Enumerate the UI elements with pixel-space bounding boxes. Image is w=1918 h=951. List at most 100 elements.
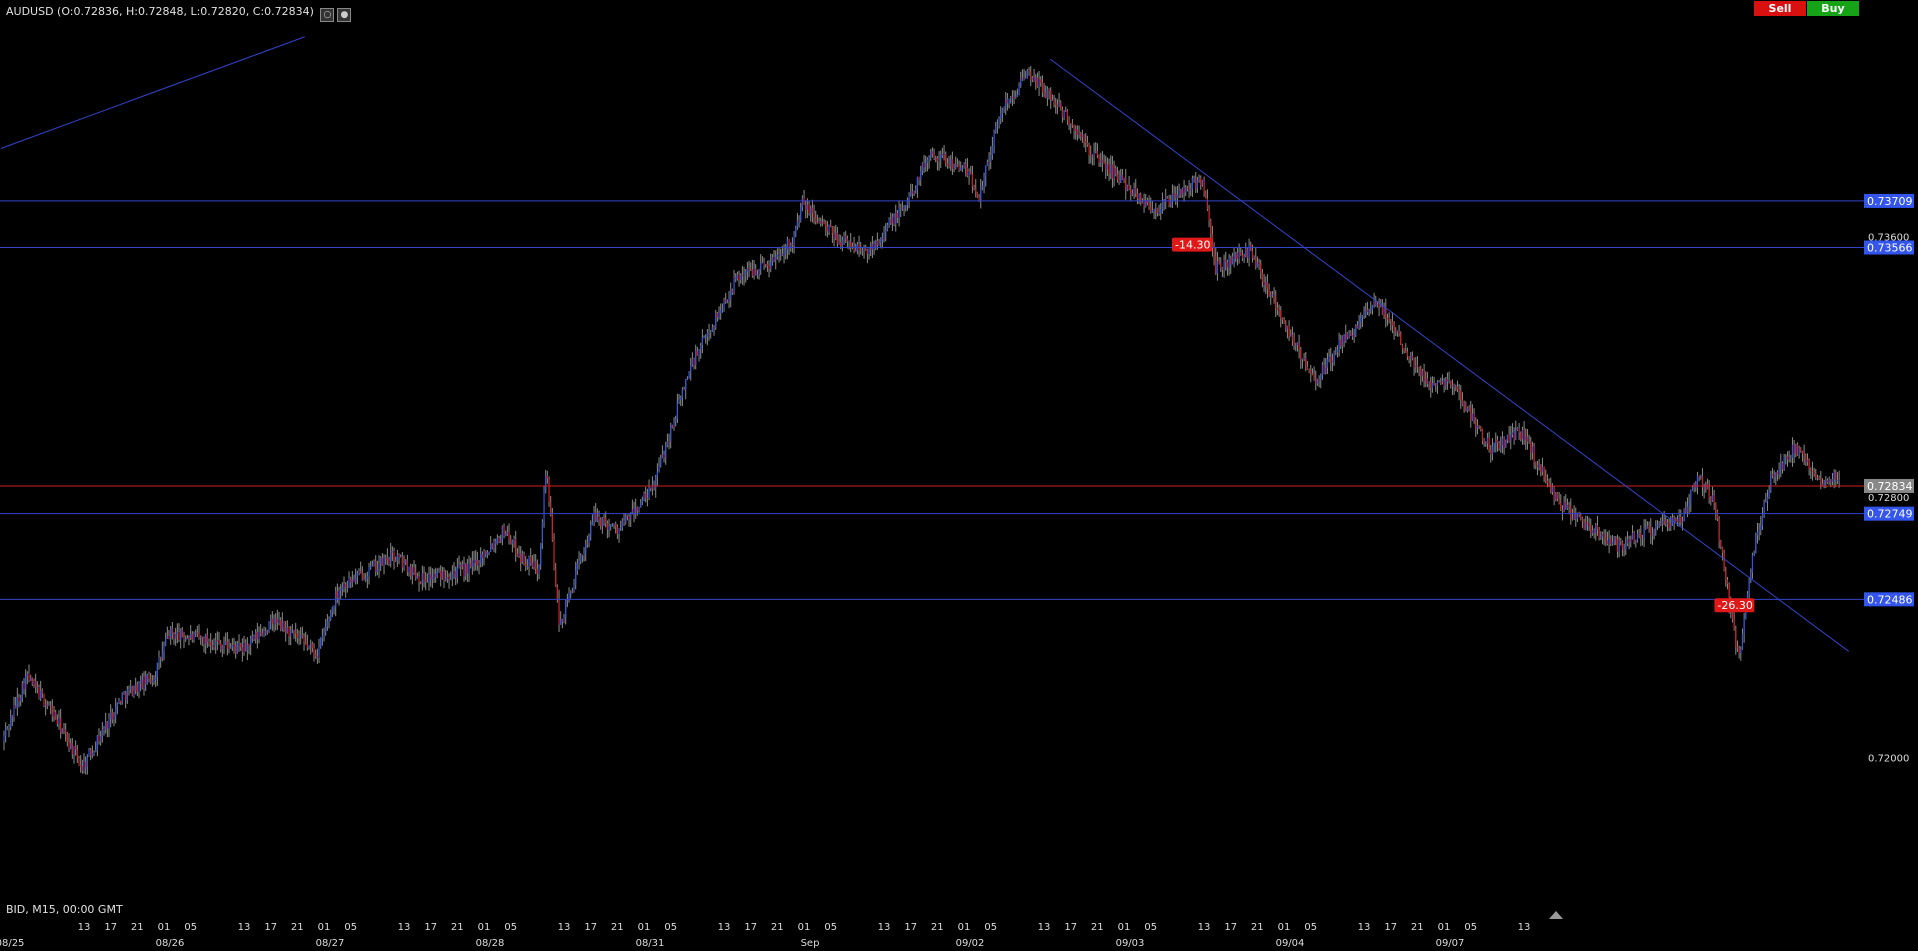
- candle-body: [188, 637, 190, 639]
- candle-body: [435, 574, 437, 577]
- candle-body: [1186, 187, 1189, 189]
- candle-body: [448, 577, 450, 580]
- candle-body: [1210, 220, 1212, 235]
- candle-body: [946, 164, 949, 166]
- candle-body: [713, 327, 715, 329]
- candle-body: [1700, 475, 1702, 478]
- x-hour-label: 13: [1198, 922, 1211, 933]
- candle-body: [1351, 335, 1354, 337]
- candle-body: [395, 560, 397, 562]
- candle-body: [26, 673, 28, 677]
- candle-body: [865, 247, 867, 250]
- candle-body: [1268, 288, 1270, 296]
- candle-body: [78, 757, 80, 765]
- candle-body: [1466, 407, 1469, 412]
- x-hour-label: 05: [664, 922, 677, 933]
- candle-body: [125, 692, 127, 701]
- candle-body: [8, 726, 10, 728]
- candle-body: [1143, 200, 1145, 207]
- x-hour-label: 01: [1278, 922, 1291, 933]
- candle-body: [1428, 381, 1430, 384]
- candle-body: [100, 736, 102, 742]
- candle-body: [466, 563, 468, 574]
- candle-body: [825, 222, 827, 227]
- candle-body: [320, 638, 322, 648]
- candle-body: [363, 579, 365, 581]
- candle-body: [965, 163, 967, 168]
- candle-body: [561, 619, 563, 622]
- sell-button[interactable]: Sell: [1754, 1, 1806, 16]
- candle-body: [1486, 437, 1489, 444]
- candle-body: [1808, 459, 1810, 469]
- candle-body: [1493, 444, 1495, 447]
- candle-body: [1131, 193, 1134, 195]
- candle-body: [196, 631, 198, 634]
- candle-body: [168, 636, 170, 639]
- chart-settings-icon[interactable]: ○: [320, 8, 335, 22]
- candle-body: [1140, 194, 1142, 203]
- candle-body: [878, 242, 880, 246]
- candle-body: [1726, 579, 1729, 584]
- candle-body: [568, 593, 570, 600]
- candle-body: [176, 632, 178, 634]
- candle-body: [900, 207, 902, 209]
- candle-body: [1216, 261, 1219, 274]
- candle-body: [455, 571, 457, 578]
- candle-body: [776, 254, 778, 257]
- candle-body: [821, 222, 823, 224]
- candle-body: [983, 177, 985, 187]
- candle-body: [91, 752, 93, 756]
- candle-body: [1761, 514, 1764, 526]
- candle-body: [1065, 110, 1067, 112]
- candle-body: [400, 556, 402, 558]
- candle-body: [81, 766, 83, 771]
- candle-body: [1468, 407, 1470, 409]
- candle-body: [683, 389, 685, 391]
- candle-body: [226, 641, 228, 648]
- candle-body: [846, 238, 848, 242]
- candle-body: [376, 569, 378, 572]
- candle-body: [358, 570, 360, 573]
- candle-body: [685, 379, 687, 391]
- candle-body: [470, 563, 472, 567]
- candle-body: [1721, 546, 1724, 554]
- candle-body: [1110, 164, 1112, 174]
- buy-button[interactable]: Buy: [1807, 1, 1859, 16]
- candle-body: [1670, 524, 1672, 528]
- candle-body: [423, 573, 425, 580]
- candle-body: [45, 704, 47, 706]
- candle-body: [1708, 489, 1710, 499]
- candle-body: [890, 219, 892, 224]
- candle-body: [1168, 198, 1170, 206]
- candle-body: [463, 564, 465, 577]
- candle-body: [1475, 420, 1477, 429]
- price-label-box: [1864, 592, 1914, 607]
- candle-body: [710, 330, 712, 332]
- candle-body: [1501, 438, 1504, 446]
- candle-body: [1563, 501, 1565, 511]
- candle-body: [331, 607, 333, 613]
- candle-body: [973, 186, 975, 189]
- candle-body: [1766, 496, 1769, 502]
- candle-body: [301, 634, 303, 637]
- chart-tools-icon[interactable]: ●: [337, 8, 352, 22]
- candle-body: [1410, 355, 1412, 359]
- candle-body: [1426, 378, 1429, 384]
- candle-body: [620, 527, 622, 529]
- candle-body: [1286, 325, 1289, 330]
- candle-body: [105, 721, 107, 730]
- candle-body: [640, 502, 642, 507]
- candle-body: [1353, 334, 1355, 337]
- candle-body: [185, 638, 187, 640]
- candle-body: [1211, 234, 1214, 248]
- candle-body: [1451, 385, 1454, 387]
- candle-body: [960, 167, 962, 171]
- candle-body: [903, 207, 905, 209]
- candle-body: [708, 331, 710, 333]
- candle-body: [1610, 538, 1612, 545]
- candle-body: [286, 627, 288, 634]
- candle-body: [35, 680, 37, 688]
- candle-body: [673, 422, 675, 428]
- candle-body: [1291, 334, 1294, 341]
